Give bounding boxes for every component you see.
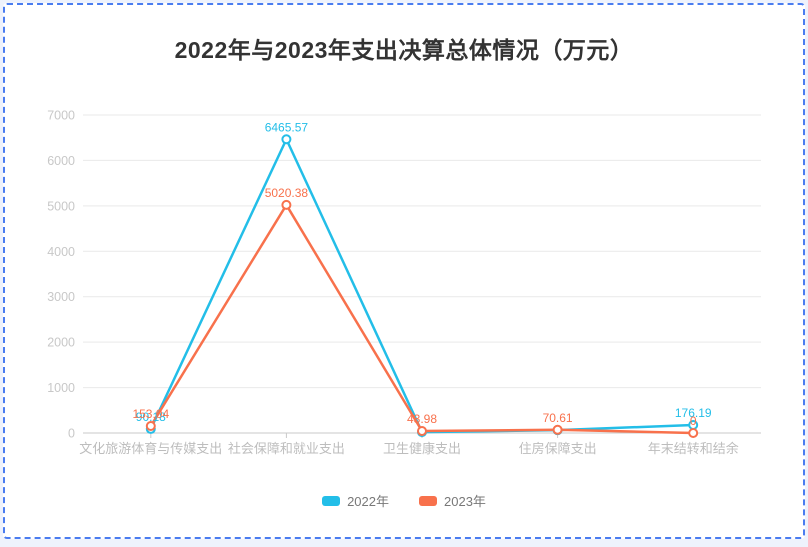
chart-legend: 2022年 2023年 <box>5 491 803 510</box>
data-point-marker-2023年 <box>689 429 697 437</box>
x-axis-label: 社会保障和就业支出 <box>228 441 345 456</box>
legend-swatch-icon <box>322 496 340 506</box>
data-point-marker-2023年 <box>554 426 562 434</box>
y-tick-label: 0 <box>68 427 75 441</box>
y-tick-label: 6000 <box>47 154 75 168</box>
legend-label: 2023年 <box>444 491 486 510</box>
line-chart-plot-area: 0 1000 2000 3000 4000 5000 6000 7000 文化旅游体育与传媒支出… <box>5 5 808 547</box>
y-tick-label: 4000 <box>47 245 75 259</box>
y-tick-label: 7000 <box>47 109 75 123</box>
legend-item-2022年[interactable]: 2022年 <box>322 491 389 510</box>
y-tick-label: 1000 <box>47 381 75 395</box>
data-label-2023年: 153.04 <box>132 407 169 421</box>
x-axis-label: 住房保障支出 <box>519 441 597 456</box>
y-tick-label: 3000 <box>47 290 75 304</box>
legend-item-2023年[interactable]: 2023年 <box>419 491 486 510</box>
x-axis-label: 文化旅游体育与传媒支出 <box>79 441 222 456</box>
data-point-marker-2023年 <box>282 201 290 209</box>
x-axis-label: 年末结转和结余 <box>648 441 739 456</box>
data-label-2023年: 0 <box>690 414 697 428</box>
legend-label: 2022年 <box>347 491 389 510</box>
x-axis-label: 卫生健康支出 <box>383 441 461 456</box>
legend-swatch-icon <box>419 496 437 506</box>
series-line-2022年 <box>151 139 693 432</box>
data-point-marker-2022年 <box>282 135 290 143</box>
data-point-marker-2023年 <box>418 427 426 435</box>
data-label-2023年: 43.98 <box>407 412 437 426</box>
y-tick-label: 2000 <box>47 336 75 350</box>
data-label-2023年: 5020.38 <box>265 186 309 200</box>
y-tick-label: 5000 <box>47 199 75 213</box>
data-label-2022年: 6465.57 <box>265 120 309 134</box>
series-line-2023年 <box>151 205 693 433</box>
data-label-2023年: 70.61 <box>543 411 573 425</box>
